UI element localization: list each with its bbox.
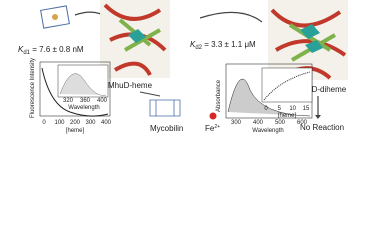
x-axis-label: [heme] <box>278 113 297 119</box>
x-tick-label: 320 <box>63 98 74 104</box>
complex-label: MhuD-diheme <box>296 85 347 94</box>
x-tick-label: 200 <box>70 120 81 126</box>
protein-1 <box>100 0 170 78</box>
mycobilin-structure <box>149 99 181 117</box>
x-tick-label: 100 <box>54 120 65 126</box>
x-tick-label: 15 <box>303 106 310 112</box>
product-label: Fe2+ <box>205 124 220 133</box>
x-tick-label: 400 <box>253 120 264 126</box>
x-tick-label: 360 <box>80 98 91 104</box>
left-plot: Fluorescence Intensity [heme] Wavelength <box>30 58 111 134</box>
kd2: Kd2 = 3.3 ± 1.1 μM <box>190 40 256 51</box>
arrow <box>139 91 161 97</box>
complex-label: MhuD-heme <box>108 81 153 90</box>
iron-dot <box>209 112 217 120</box>
x-tick-label: 400 <box>101 120 112 126</box>
x-tick-label: 300 <box>85 120 96 126</box>
x-axis-label: Wavelength <box>252 128 283 134</box>
x-tick-label: 600 <box>297 120 308 126</box>
kd1: Kd1 = 7.6 ± 0.8 nM <box>18 45 84 56</box>
arrow <box>199 11 263 23</box>
x-axis-label: [heme] <box>66 128 85 134</box>
x-tick-label: 300 <box>231 120 242 126</box>
x-tick-label: 5 <box>278 106 282 112</box>
x-tick-label: 500 <box>275 120 286 126</box>
x-tick-label: 10 <box>289 106 296 112</box>
product-label: Mycobilin <box>150 124 183 133</box>
y-axis-label: Fluorescence Intensity <box>30 58 36 118</box>
x-axis-label: Wavelength <box>68 105 99 111</box>
y-axis-label: Absorbance <box>216 79 222 112</box>
graphical-abstract: Kd1 = 7.6 ± 0.8 nM Kd2 = 3.3 ± 1.1 μM Mh… <box>18 0 348 134</box>
arrowhead <box>315 115 321 119</box>
x-tick-label: 400 <box>97 98 108 104</box>
x-tick-label: 0 <box>42 120 46 126</box>
outcome-label: No Reaction <box>300 123 344 132</box>
x-tick-label: 0 <box>264 106 268 112</box>
right-plot: Absorbance Wavelength [heme] <box>216 63 313 134</box>
heme-structure <box>40 5 70 29</box>
protein-2 <box>268 0 348 80</box>
